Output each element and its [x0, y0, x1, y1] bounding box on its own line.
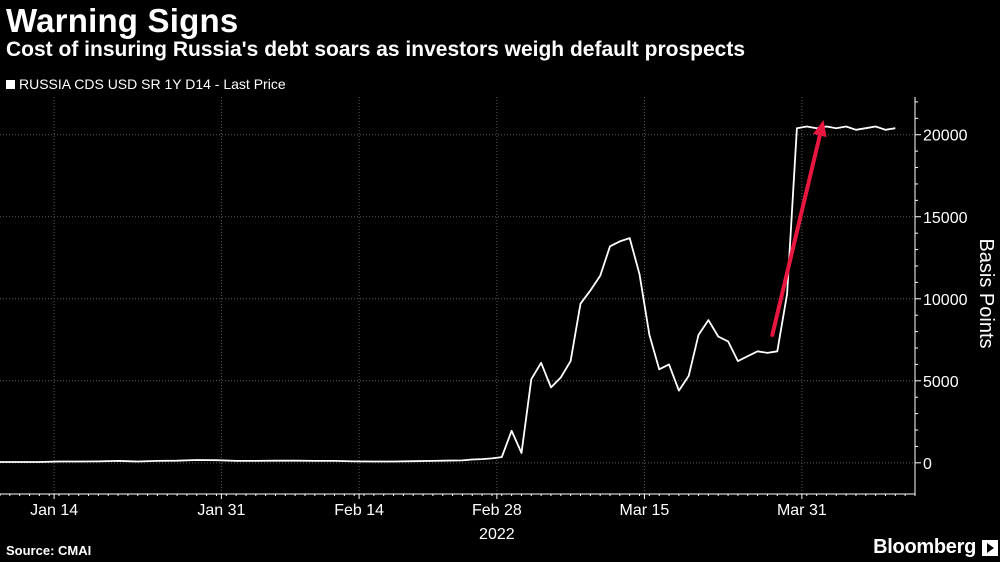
- annotation-arrow-shaft: [770, 133, 822, 337]
- y-axis-title: Basis Points: [975, 238, 997, 348]
- axis-layer: 0 5000 10000 15000 20000 Jan 14 Jan 31 Feb 14 Fe…: [0, 97, 997, 543]
- annotation-arrow-head: [812, 119, 827, 138]
- source-note: Source: CMAI: [6, 543, 92, 558]
- series-layer: [0, 125, 896, 463]
- x-tick-label: Mar 15: [620, 502, 670, 519]
- y-tick-label: 0: [923, 456, 932, 473]
- x-tick-label: Mar 31: [777, 502, 827, 519]
- play-icon: [982, 540, 998, 556]
- grid-layer: [0, 97, 915, 494]
- x-tick-label: Jan 31: [197, 502, 245, 519]
- x-tick-label: Jan 14: [30, 502, 78, 519]
- y-tick-label: 15000: [923, 210, 968, 227]
- x-tick-label: Feb 14: [334, 502, 384, 519]
- y-tick-label: 5000: [923, 374, 959, 391]
- x-tick-label: Feb 28: [472, 502, 522, 519]
- chart-subtitle: Cost of insuring Russia's debt soars as …: [6, 38, 745, 61]
- legend-swatch: [6, 79, 15, 89]
- series-line: [0, 125, 896, 463]
- chart-title: Warning Signs: [6, 2, 239, 39]
- legend: RUSSIA CDS USD SR 1Y D14 - Last Price: [6, 76, 286, 92]
- annotation-layer: [770, 119, 827, 337]
- brand-logo-text: Bloomberg: [873, 536, 976, 558]
- y-tick-label: 20000: [923, 128, 968, 145]
- y-tick-label: 10000: [923, 292, 968, 309]
- legend-label: RUSSIA CDS USD SR 1Y D14 - Last Price: [19, 76, 286, 92]
- x-year-label: 2022: [479, 526, 515, 543]
